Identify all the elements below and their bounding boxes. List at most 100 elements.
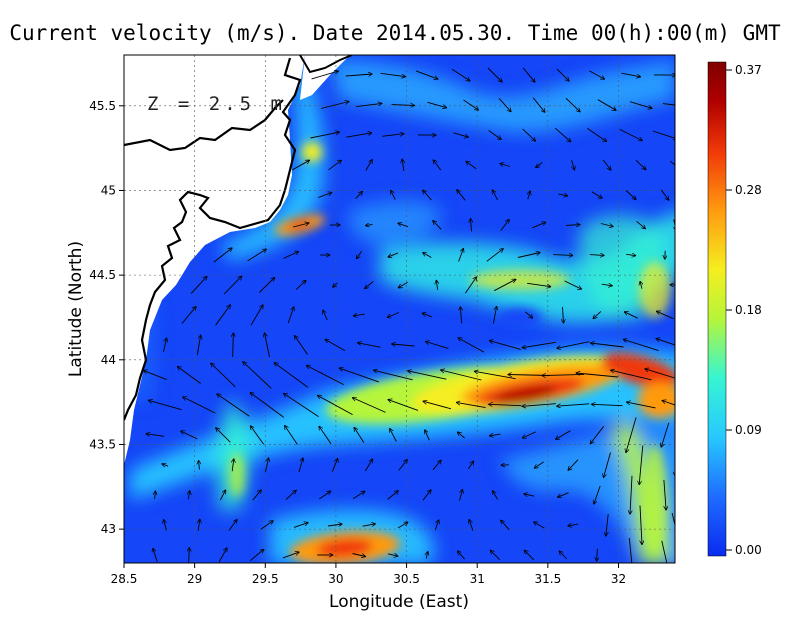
velocity-arrow	[190, 276, 207, 294]
velocity-arrow	[662, 103, 675, 106]
velocity-arrow	[621, 72, 641, 77]
velocity-arrow	[626, 254, 636, 255]
velocity-arrow	[458, 249, 464, 262]
velocity-arrow	[636, 220, 646, 228]
velocity-arrow	[398, 223, 409, 228]
velocity-arrow	[274, 363, 309, 388]
velocity-arrow	[356, 251, 362, 258]
velocity-arrow	[345, 74, 372, 76]
x-tick-label: 30.5	[393, 572, 420, 586]
velocity-arrow	[181, 307, 196, 324]
velocity-arrow	[433, 221, 442, 230]
velocity-arrow	[148, 400, 182, 411]
velocity-arrow	[534, 522, 545, 529]
velocity-arrow	[453, 132, 469, 137]
velocity-arrow	[252, 490, 261, 501]
x-tick-label: 30	[328, 572, 343, 586]
velocity-arrow	[382, 134, 404, 137]
velocity-arrow	[639, 445, 644, 484]
velocity-arrow	[162, 464, 169, 466]
velocity-arrow	[558, 492, 569, 498]
velocity-arrow	[474, 371, 516, 380]
velocity-arrow	[319, 426, 332, 444]
velocity-arrow	[415, 70, 438, 79]
velocity-arrow	[524, 494, 535, 496]
land-north	[300, 55, 350, 100]
velocity-arrow	[597, 548, 598, 561]
velocity-arrow	[563, 306, 564, 323]
velocity-arrow	[556, 68, 569, 81]
velocity-arrow	[490, 550, 501, 561]
velocity-arrow	[373, 370, 413, 381]
velocity-arrow	[558, 194, 567, 196]
velocity-arrow	[432, 460, 441, 471]
velocity-arrow	[557, 341, 590, 349]
velocity-arrow	[532, 97, 545, 113]
velocity-arrow	[388, 400, 419, 411]
velocity-arrow	[333, 282, 338, 287]
velocity-arrow	[528, 191, 530, 200]
velocity-arrow	[469, 519, 474, 531]
velocity-arrow	[155, 491, 156, 499]
velocity-arrow	[457, 432, 465, 439]
velocity-arrow	[264, 458, 268, 473]
velocity-arrow	[630, 475, 632, 514]
velocity-arrow	[331, 458, 337, 472]
x-tick-label: 31.5	[534, 572, 561, 586]
velocity-arrow	[188, 491, 190, 500]
velocity-arrow	[213, 248, 232, 263]
velocity-arrow	[284, 393, 319, 417]
velocity-arrow	[463, 99, 479, 110]
velocity-arrow	[564, 280, 582, 289]
velocity-arrow	[295, 280, 306, 291]
x-axis: 28.5 29 29.5 30 30.5 31 31.5 32	[111, 563, 626, 586]
velocity-arrow	[392, 344, 415, 346]
x-tick-label: 29	[187, 572, 202, 586]
velocity-arrow	[434, 520, 438, 531]
velocity-arrow	[576, 373, 618, 378]
colorbar-tick-label: 0.00	[735, 543, 762, 557]
velocity-arrow	[458, 551, 465, 560]
velocity-arrow	[233, 333, 234, 358]
velocity-arrow	[492, 306, 496, 324]
velocity-arrow	[408, 371, 447, 380]
velocity-arrow	[593, 311, 602, 318]
x-tick-label: 28.5	[111, 572, 138, 586]
velocity-arrow	[490, 434, 501, 436]
velocity-arrow	[352, 491, 365, 500]
velocity-arrow	[391, 190, 396, 200]
velocity-arrow	[211, 363, 236, 388]
velocity-arrow	[456, 402, 486, 409]
velocity-arrow	[602, 159, 611, 170]
velocity-arrow	[656, 339, 675, 346]
velocity-arrow	[568, 459, 579, 471]
colorbar-tick-label: 0.18	[735, 303, 762, 317]
coastline	[124, 57, 302, 421]
velocity-arrow	[247, 249, 267, 262]
velocity-arrow	[459, 490, 463, 501]
velocity-arrow	[522, 403, 556, 407]
velocity-arrow	[604, 452, 611, 478]
velocity-arrow	[671, 512, 675, 537]
y-tick-label: 44	[101, 353, 116, 367]
velocity-arrow	[660, 189, 669, 200]
velocity-arrow	[589, 255, 604, 256]
velocity-arrow	[522, 431, 536, 438]
velocity-arrow	[652, 130, 675, 139]
velocity-arrow	[218, 548, 227, 563]
velocity-arrow	[522, 128, 536, 141]
velocity-arrow	[556, 430, 571, 440]
velocity-arrow	[232, 459, 234, 472]
velocity-arrow	[298, 458, 303, 473]
velocity-arrow	[532, 222, 545, 229]
velocity-arrow	[260, 521, 273, 530]
velocity-arrow	[436, 280, 437, 290]
velocity-arrow	[287, 307, 294, 324]
velocity-arrow	[501, 520, 510, 531]
velocity-arrow	[471, 219, 472, 232]
velocity-arrow	[591, 191, 602, 198]
velocity-arrow	[601, 284, 613, 286]
velocity-arrow	[557, 403, 590, 406]
y-tick-label: 45	[101, 183, 116, 197]
velocity-arrow	[624, 312, 638, 319]
